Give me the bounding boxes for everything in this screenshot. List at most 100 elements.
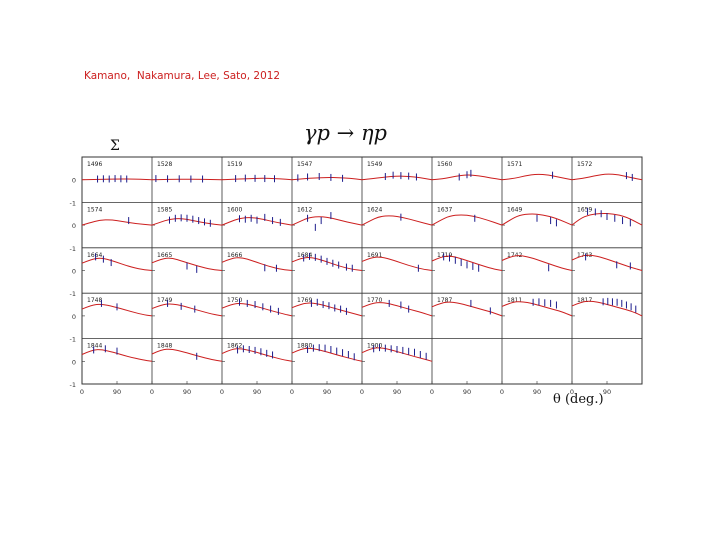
model-curve	[501, 173, 573, 181]
panel-energy-label: 1649	[507, 206, 522, 213]
panel-energy-label: 1547	[297, 161, 312, 168]
panel-energy-label: 1572	[577, 161, 592, 168]
model-curve	[221, 257, 293, 271]
model-curve	[81, 219, 153, 226]
model-curve	[81, 349, 153, 362]
y-tick-label: -1	[70, 381, 76, 389]
model-curve	[431, 214, 503, 226]
model-curve	[291, 176, 363, 181]
model-curve	[81, 303, 153, 317]
panel-energy-label: 1742	[507, 252, 522, 259]
x-tick-label: 0	[220, 388, 224, 396]
panel-energy-label: 1770	[367, 297, 382, 304]
panel-energy-label: 1844	[87, 343, 102, 350]
x-axis-title: θ (deg.)	[553, 392, 604, 407]
panel-energy-label: 1528	[157, 161, 172, 168]
model-curve	[361, 256, 433, 271]
x-tick-label: 90	[253, 388, 261, 396]
panel-energy-label: 1848	[157, 343, 172, 350]
x-tick-label: 90	[323, 388, 331, 396]
panel-energy-label: 1612	[297, 206, 312, 213]
y-tick-label: -1	[70, 199, 76, 207]
panel-energy-label: 1624	[367, 206, 382, 213]
panel-energy-label: 1748	[87, 297, 102, 304]
panel-energy-label: 1571	[507, 161, 522, 168]
y-tick-label: 0	[72, 313, 76, 321]
panel-energy-label: 1862	[227, 343, 242, 350]
x-tick-label: 0	[80, 388, 84, 396]
model-curve	[361, 347, 433, 362]
model-curve	[361, 215, 433, 226]
model-curve	[221, 302, 293, 317]
model-curve	[501, 213, 573, 226]
panel-energy-label: 1519	[227, 161, 242, 168]
model-curve	[81, 178, 153, 181]
panel-energy-label: 1750	[227, 297, 242, 304]
model-curve	[221, 348, 293, 362]
model-curve	[291, 257, 363, 271]
panel-energy-label: 1659	[577, 206, 592, 213]
model-curve	[151, 348, 223, 362]
y-tick-label: 0	[72, 177, 76, 185]
x-tick-label: 0	[500, 388, 504, 396]
x-tick-label: 90	[113, 388, 121, 396]
model-curve	[571, 300, 643, 317]
model-curve	[571, 212, 643, 226]
reaction-title: γp → ηp	[304, 121, 387, 145]
x-tick-label: 90	[603, 388, 611, 396]
model-curve	[431, 174, 503, 181]
panel-energy-label: 1691	[367, 252, 382, 259]
y-tick-label: 0	[72, 222, 76, 230]
y-tick-label: 0	[72, 268, 76, 276]
model-curve	[431, 255, 503, 271]
model-curve	[501, 255, 573, 271]
panel-energy-label: 1817	[577, 297, 592, 304]
panel-energy-label: 1684	[297, 252, 312, 259]
panel-energy-label: 1664	[87, 252, 102, 259]
panel-energy-label: 1574	[87, 206, 102, 213]
model-curve	[151, 257, 223, 271]
x-tick-label: 90	[183, 388, 191, 396]
x-tick-label: 0	[360, 388, 364, 396]
y-tick-label: 0	[72, 358, 76, 366]
x-tick-label: 90	[393, 388, 401, 396]
model-curve	[361, 175, 433, 181]
panel-energy-label: 1900	[367, 343, 382, 350]
panel-energy-label: 1719	[437, 252, 452, 259]
model-curve	[431, 301, 503, 317]
model-curve	[151, 303, 223, 317]
panel-energy-label: 1880	[297, 343, 312, 350]
y-tick-label: -1	[70, 336, 76, 344]
model-curve	[501, 301, 573, 317]
x-tick-label: 0	[290, 388, 294, 396]
x-tick-label: 0	[430, 388, 434, 396]
y-tick-label: -1	[70, 290, 76, 298]
panel-energy-label: 1749	[157, 297, 172, 304]
model-curve	[361, 302, 433, 317]
panel-energy-label: 1787	[437, 297, 452, 304]
panel-energy-label: 1769	[297, 297, 312, 304]
model-curve	[81, 257, 153, 271]
panel-energy-label: 1585	[157, 206, 172, 213]
author-credit: Kamano, Nakamura, Lee, Sato, 2012	[84, 70, 281, 82]
panel-energy-label: 1600	[227, 206, 242, 213]
x-tick-label: 90	[463, 388, 471, 396]
x-tick-label: 0	[150, 388, 154, 396]
panel-energy-label: 1665	[157, 252, 172, 259]
model-curve	[151, 218, 223, 226]
panel-energy-label: 1496	[87, 161, 102, 168]
panel-energy-label: 1549	[367, 161, 382, 168]
panel-energy-label: 1637	[437, 206, 452, 213]
y-tick-label: -1	[70, 245, 76, 253]
model-curve	[291, 347, 363, 362]
panel-energy-label: 1811	[507, 297, 522, 304]
model-curve	[151, 178, 223, 181]
model-curve	[221, 177, 293, 181]
model-curve	[291, 302, 363, 317]
x-tick-label: 0	[570, 388, 574, 396]
model-curve	[291, 216, 363, 226]
x-tick-label: 90	[533, 388, 541, 396]
panel-energy-label: 1560	[437, 161, 452, 168]
model-curve	[571, 173, 643, 181]
panel-energy-label: 1666	[227, 252, 242, 259]
